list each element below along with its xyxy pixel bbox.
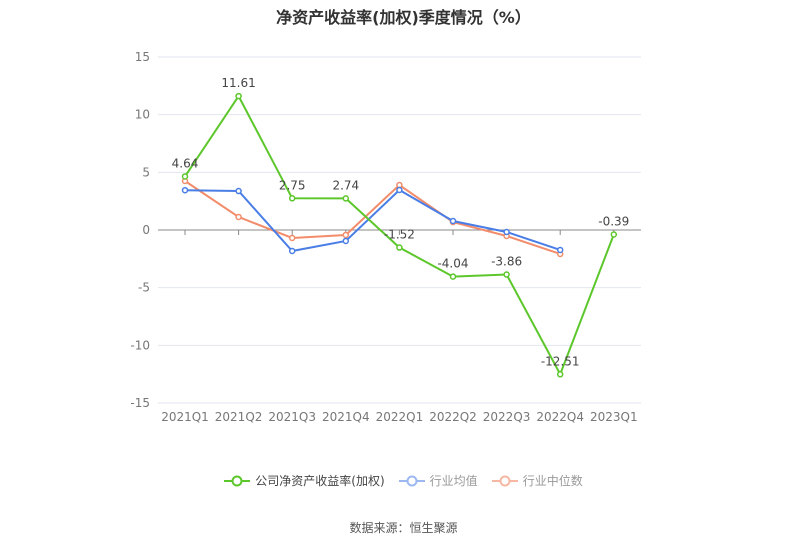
y-tick-label: -10 xyxy=(130,338,150,352)
data-point xyxy=(288,247,296,255)
x-tick-label: 2021Q2 xyxy=(215,410,263,424)
legend-item[interactable]: 公司净资产收益率(加权) xyxy=(224,472,385,489)
y-tick-label: -5 xyxy=(138,281,150,295)
data-point xyxy=(342,237,350,245)
data-point xyxy=(503,228,510,236)
data-point xyxy=(449,217,457,225)
data-point xyxy=(556,371,564,378)
data-label: 11.61 xyxy=(221,76,255,90)
legend-item[interactable]: 行业中位数 xyxy=(491,472,583,489)
data-label: 2.74 xyxy=(332,178,359,192)
chart-title: 净资产收益率(加权)季度情况（%） xyxy=(276,8,531,27)
data-point xyxy=(342,231,350,239)
legend-marker-icon xyxy=(398,475,425,486)
data-source: 数据来源：恒生聚源 xyxy=(349,521,458,535)
data-point xyxy=(235,187,242,195)
data-label: -3.86 xyxy=(491,255,522,269)
series-line xyxy=(184,188,561,253)
x-tick-label: 2021Q3 xyxy=(268,410,316,424)
x-tick-label: 2022Q4 xyxy=(536,410,584,424)
y-tick-label: 5 xyxy=(142,165,150,179)
x-tick-label: 2021Q4 xyxy=(322,410,370,424)
legend-marker-icon xyxy=(224,475,251,486)
data-point xyxy=(342,195,350,202)
data-point xyxy=(396,186,403,194)
data-point xyxy=(181,186,189,194)
y-tick-label: 0 xyxy=(142,223,150,237)
data-point xyxy=(288,195,296,202)
data-point xyxy=(610,231,618,238)
data-label: -0.39 xyxy=(598,214,629,228)
series-line xyxy=(184,180,561,255)
x-tick-label: 2023Q1 xyxy=(590,410,638,424)
y-tick-label: 10 xyxy=(135,108,150,122)
data-point xyxy=(556,246,564,254)
data-point xyxy=(235,92,242,100)
data-point xyxy=(288,234,296,242)
y-tick-label: 15 xyxy=(135,50,150,64)
data-point xyxy=(449,273,457,280)
legend-marker-icon xyxy=(491,475,518,486)
legend-label: 行业均值 xyxy=(429,474,478,488)
legend-item[interactable]: 行业均值 xyxy=(398,472,478,489)
data-label: -12.51 xyxy=(541,354,580,368)
data-label: -1.52 xyxy=(384,228,415,242)
x-tick-label: 2022Q2 xyxy=(429,410,477,424)
data-point xyxy=(396,244,403,251)
data-point xyxy=(235,213,242,221)
x-tick-label: 2022Q3 xyxy=(483,410,531,424)
legend-label: 公司净资产收益率(加权) xyxy=(255,474,385,488)
legend: 公司净资产收益率(加权) 行业均值 行业中位数 xyxy=(0,472,807,489)
data-label: 4.64 xyxy=(172,156,199,170)
data-point xyxy=(181,173,189,180)
legend-label: 行业中位数 xyxy=(522,474,583,488)
x-tick-label: 2022Q1 xyxy=(376,410,424,424)
data-label: 2.75 xyxy=(279,178,306,192)
y-tick-label: -15 xyxy=(130,396,150,410)
x-tick-label: 2021Q1 xyxy=(161,410,209,424)
data-label: -4.04 xyxy=(437,257,468,271)
data-point xyxy=(503,271,510,278)
